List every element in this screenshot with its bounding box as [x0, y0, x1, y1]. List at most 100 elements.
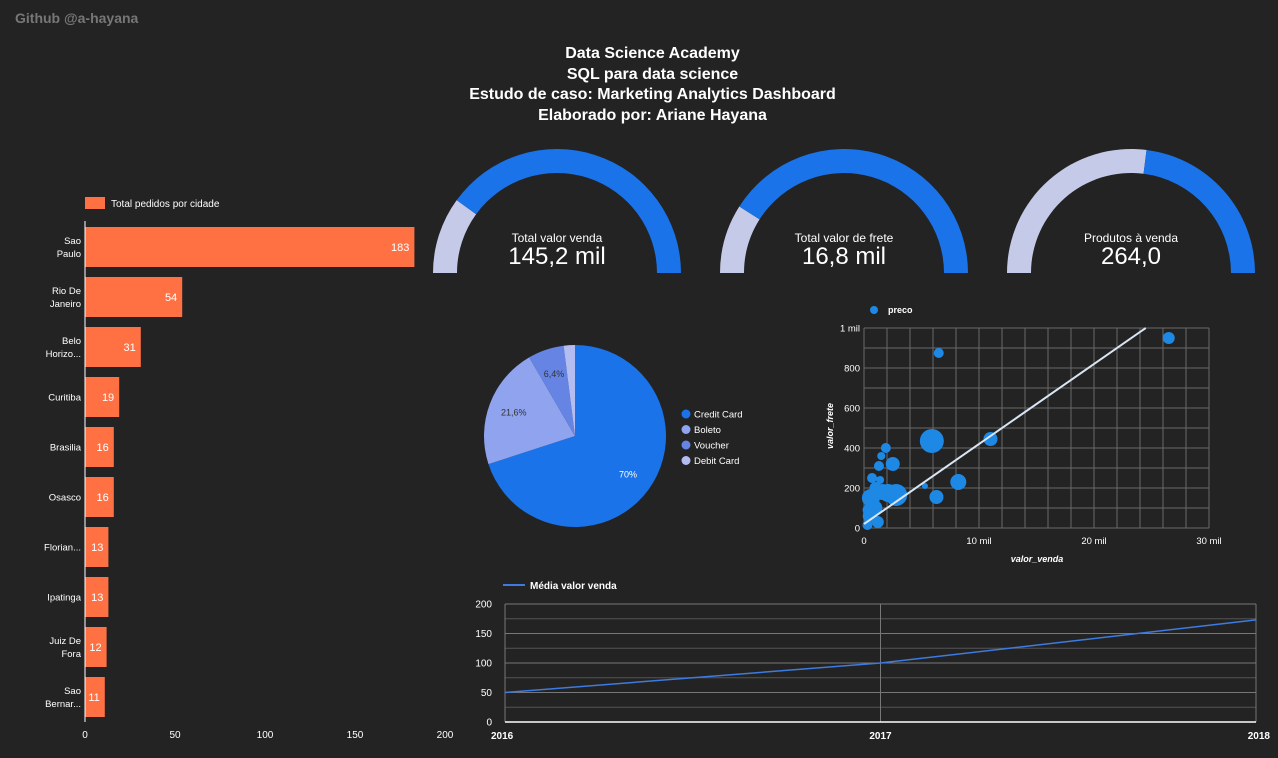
scatter-y-axis-label: valor_frete [825, 403, 835, 449]
line-y-tick-label: 50 [481, 688, 493, 699]
line-y-tick-label: 100 [475, 659, 492, 670]
bar-2 [85, 327, 141, 367]
bar-value-label: 183 [391, 242, 409, 254]
header-line-3: Estudo de caso: Marketing Analytics Dash… [469, 86, 836, 103]
gauge-fill [739, 148, 968, 273]
pie-slice-2 [529, 345, 575, 436]
bar-5 [85, 477, 114, 517]
bar-category-label: Paulo [57, 249, 81, 260]
bar-8 [85, 627, 107, 667]
gauge-produtos-venda [1007, 149, 1255, 273]
bar-category-label: Sao [64, 686, 81, 697]
line-y-tick-label: 200 [475, 600, 492, 611]
pie-legend-label: Debit Card [694, 456, 739, 467]
bar-category-label: Sao [64, 236, 81, 247]
line-x-tick-label: 2016 [491, 731, 514, 742]
scatter-point [871, 516, 884, 528]
scatter-legend-label: preco [888, 305, 913, 315]
gauge-2-label: Produtos à venda [1083, 231, 1179, 245]
pie-legend-label: Credit Card [694, 410, 743, 421]
scatter-trendline [863, 327, 1147, 525]
scatter-x-tick-label: 30 mil [1196, 536, 1221, 547]
scatter-point [983, 432, 998, 446]
scatter-point [921, 483, 928, 489]
pie-slice-label: 21,6% [501, 408, 527, 418]
line-x-tick-label: 2017 [869, 731, 892, 742]
scatter-point [919, 429, 944, 453]
pie-legend-swatch [681, 425, 691, 434]
scatter-y-tick-label: 0 [855, 524, 860, 535]
pie-legend-swatch [681, 456, 691, 465]
pie-slice-0 [488, 345, 666, 527]
gauge-fill [1143, 149, 1255, 273]
pie-legend-swatch [681, 409, 691, 419]
header-line-1: Data Science Academy [565, 45, 740, 62]
gauge-1-label: Total valor de frete [794, 231, 894, 245]
bar-1 [85, 277, 183, 317]
line-x-tick-label: 2018 [1248, 731, 1271, 742]
scatter-x-tick-label: 20 mil [1081, 536, 1106, 547]
bar-x-tick-label: 150 [347, 730, 364, 741]
gauge-track [433, 200, 477, 273]
scatter-point [1162, 332, 1175, 344]
bar-value-label: 12 [89, 642, 101, 654]
scatter-point [877, 452, 886, 460]
gauge-track [720, 206, 760, 273]
pie-chart-pagamento: 70% 21,6% 6,4% Credit Card Boleto Voucher Deb… [484, 345, 743, 527]
gauges-svg [433, 148, 1255, 273]
bar-7 [85, 577, 109, 617]
bar-0 [85, 227, 415, 267]
line-legend-label: Média valor venda [530, 581, 617, 592]
pie-slice-label: 6,4% [544, 369, 565, 379]
scatter-x-tick-label: 10 mil [966, 536, 991, 547]
pie-slice-label: 70% [619, 470, 637, 480]
scatter-x-tick-label: 0 [861, 536, 866, 547]
line-y-tick-label: 150 [475, 629, 492, 640]
bar-category-label: Fora [61, 649, 81, 660]
watermark: Github @a-hayana [15, 10, 139, 26]
scatter-y-tick-label: 200 [844, 484, 860, 495]
scatter-point [873, 461, 884, 471]
pie-legend-label: Voucher [694, 441, 729, 452]
scatter-y-tick-label: 1 mil [840, 324, 860, 335]
bar-6 [85, 527, 109, 567]
line-series-media-valor-venda [504, 619, 1257, 694]
scatter-y-tick-label: 800 [844, 364, 860, 375]
bar-value-label: 11 [88, 692, 99, 704]
gauge-track [1007, 149, 1147, 273]
scatter-point [885, 457, 900, 471]
scatter-point [862, 504, 875, 516]
line-chart-media-venda: Média valor venda 0 50 100 150 200 2016 2017 20… [475, 581, 1271, 742]
bar-value-label: 19 [102, 392, 114, 404]
gauge-0-label: Total valor venda [511, 231, 603, 245]
bar-value-label: 54 [165, 292, 177, 304]
bar-value-label: 31 [124, 342, 136, 354]
bar-category-label: Rio De [52, 286, 81, 297]
scatter-point [880, 443, 891, 453]
pie-legend-swatch [681, 440, 691, 450]
scatter-point [879, 484, 898, 502]
line-y-tick-label: 0 [486, 718, 492, 729]
bar-x-tick-label: 100 [257, 730, 274, 741]
bar-x-tick-label: 0 [82, 730, 88, 741]
scatter-chart-venda-frete: preco 0 10 mil 20 mil 30 mil 0 200 400 600 800 1 … [825, 305, 1222, 564]
pie-legend-label: Boleto [694, 425, 721, 436]
bar-category-label: Bernar... [45, 699, 81, 710]
bar-3 [85, 377, 120, 417]
bar-x-tick-label: 200 [437, 730, 454, 741]
bar-value-label: 16 [97, 442, 109, 454]
gauge-2-value: 264,0 [1100, 243, 1162, 270]
bar-category-label: Curitiba [48, 393, 81, 404]
dashboard-header: Data Science Academy SQL para data scien… [400, 44, 905, 126]
scatter-y-tick-label: 600 [844, 404, 860, 415]
pie-slice-3 [563, 345, 575, 436]
bar-category-label: Florian... [44, 543, 81, 554]
gauge-total-valor-venda [433, 149, 681, 273]
bar-legend-swatch [85, 197, 105, 209]
scatter-point [929, 490, 944, 504]
scatter-point [876, 476, 885, 484]
bar-x-tick-label: 50 [169, 730, 181, 741]
scatter-legend-swatch [870, 306, 878, 314]
bar-category-label: Brasilia [50, 443, 82, 454]
bar-value-label: 13 [91, 592, 103, 604]
